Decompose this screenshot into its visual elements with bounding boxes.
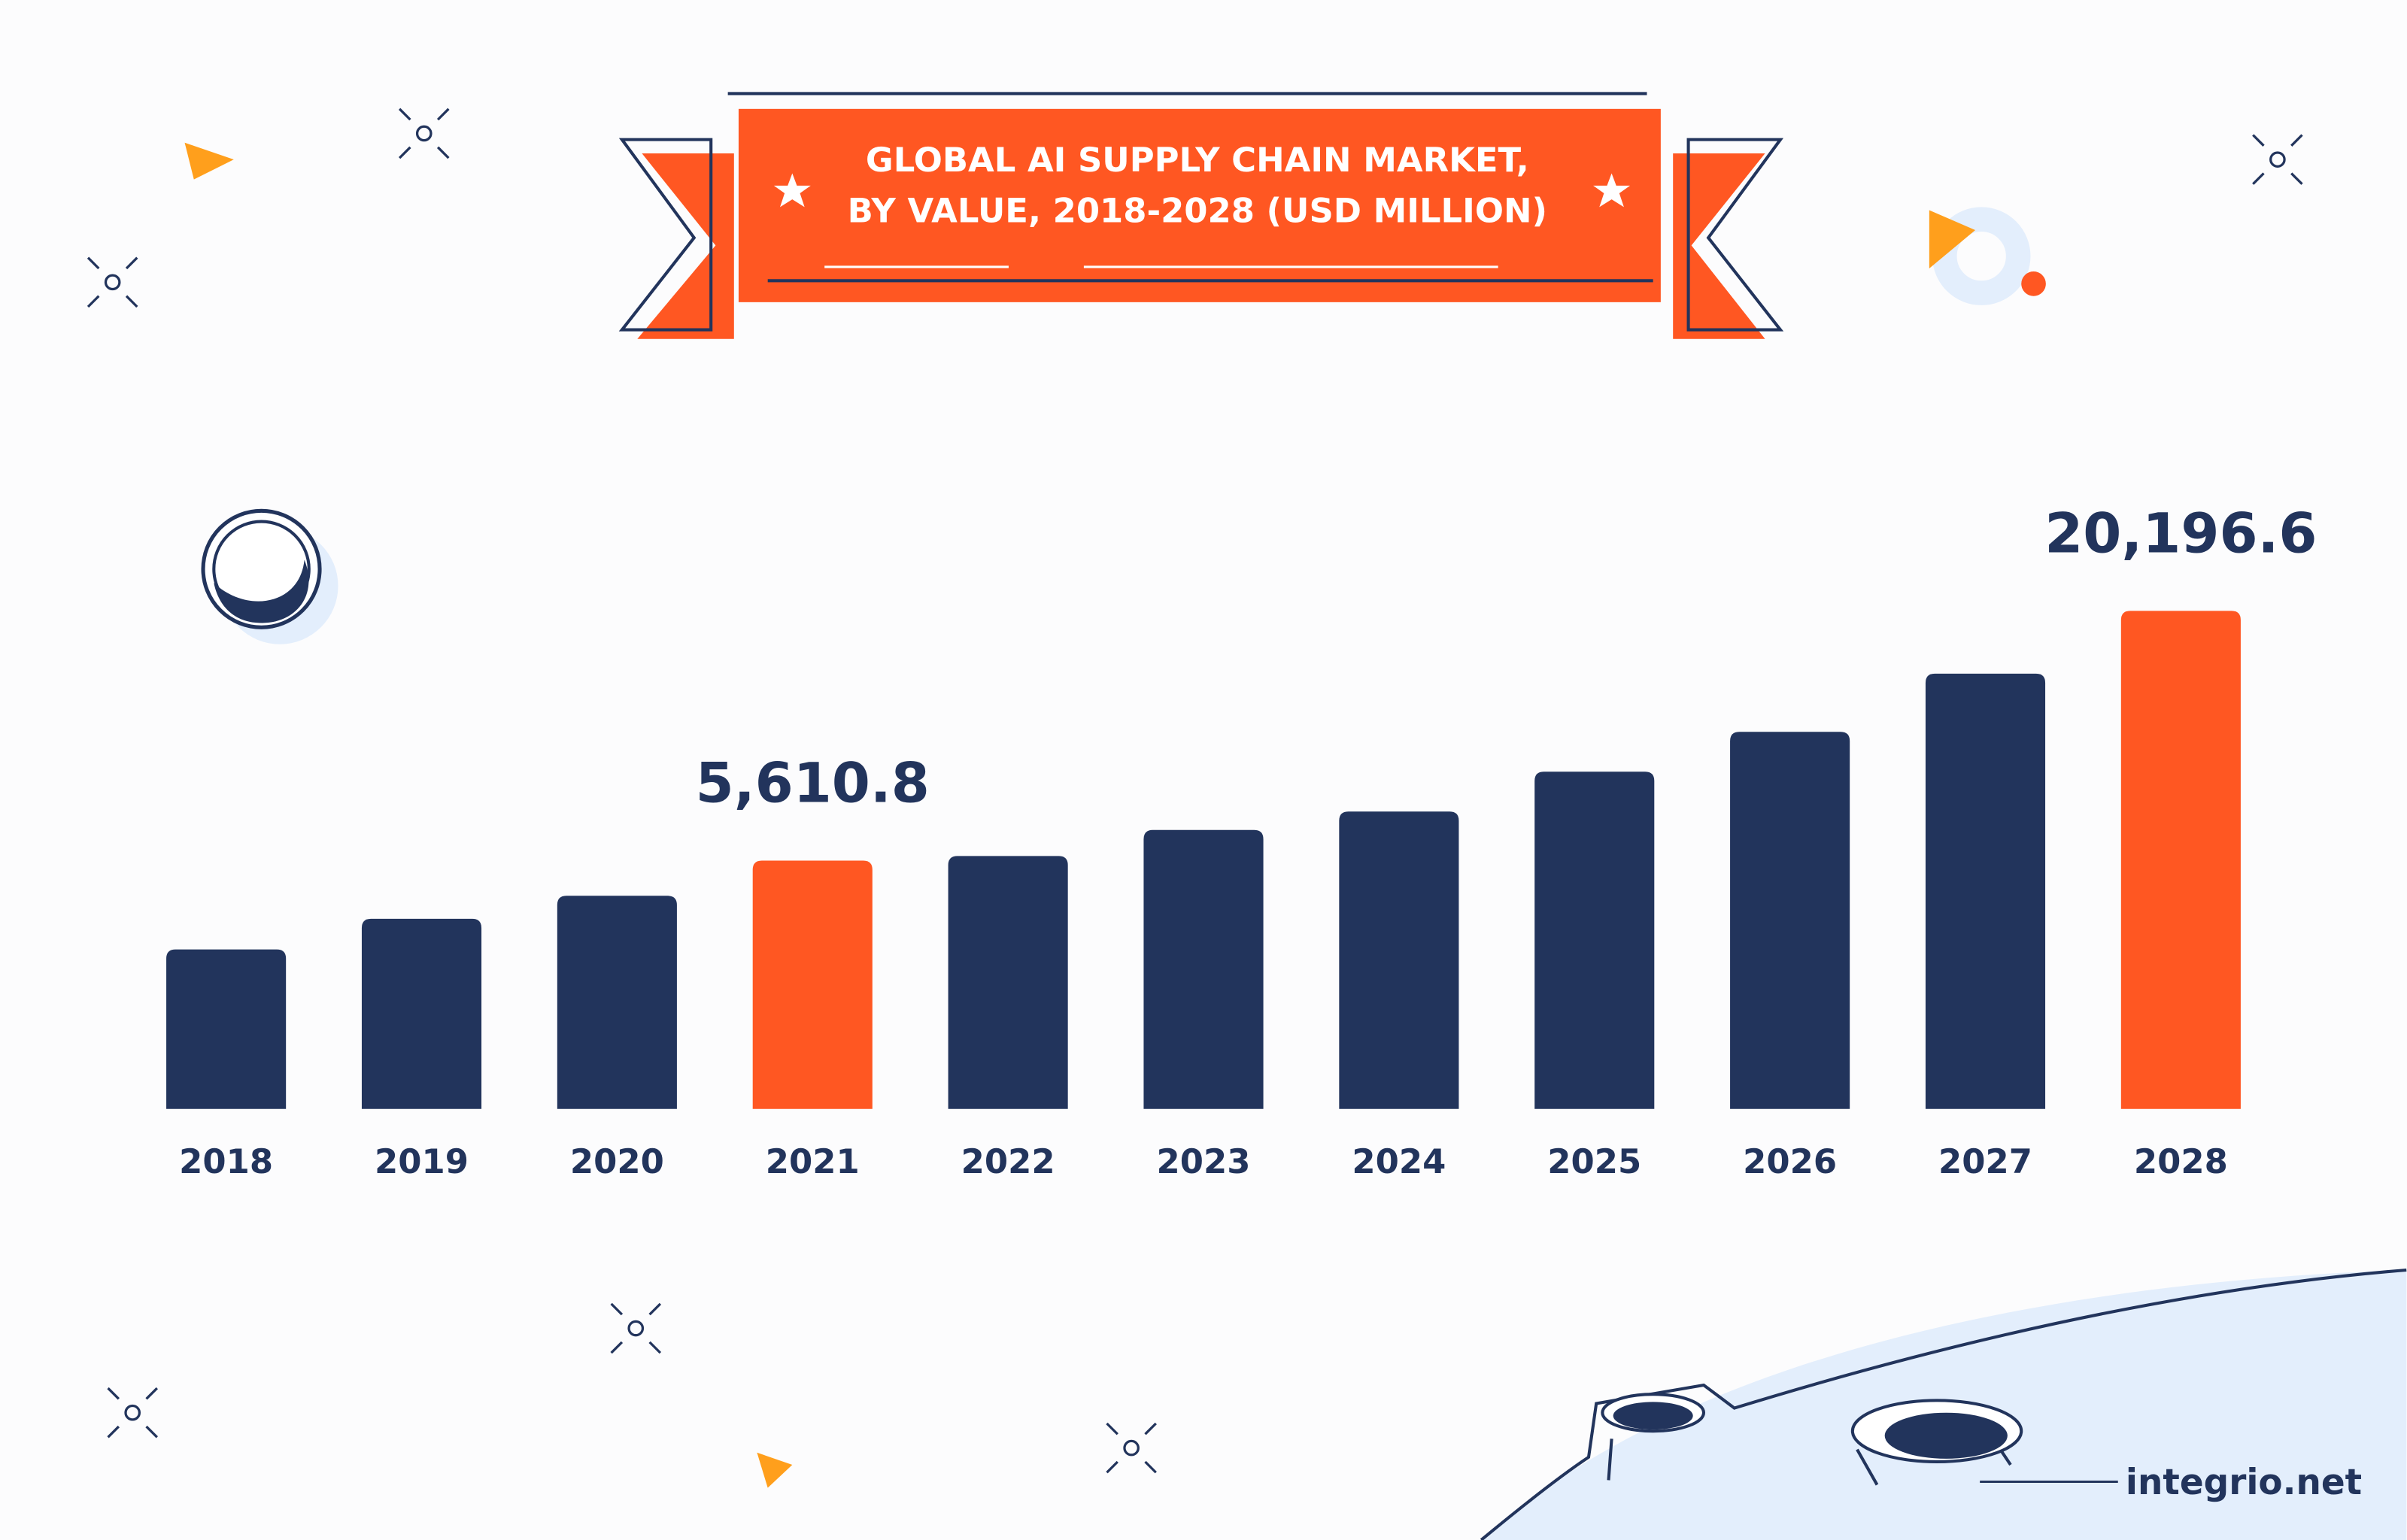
value-label: 5,610.8	[696, 752, 930, 816]
bar	[1534, 772, 1655, 1109]
x-tick-label: 2027	[1938, 1141, 2032, 1181]
x-tick-label: 2025	[1547, 1141, 1641, 1181]
bar	[361, 918, 482, 1109]
bar	[1143, 829, 1264, 1109]
x-tick-label: 2021	[766, 1141, 860, 1181]
bar	[752, 860, 873, 1109]
value-label: 20,196.6	[2044, 502, 2317, 565]
x-tick-label: 2018	[179, 1141, 273, 1181]
bar	[948, 856, 1068, 1109]
title-banner: GLOBAL AI SUPPLY CHAIN MARKET, BY VALUE,…	[618, 92, 1784, 339]
x-tick-label: 2026	[1743, 1141, 1837, 1181]
bar	[166, 949, 287, 1109]
chart-title: GLOBAL AI SUPPLY CHAIN MARKET,	[866, 140, 1529, 180]
bar	[1730, 732, 1850, 1109]
bar	[1339, 811, 1459, 1109]
decorations	[87, 108, 2407, 1540]
x-tick-label: 2019	[375, 1141, 469, 1181]
x-tick-label: 2022	[961, 1141, 1055, 1181]
bar	[2120, 611, 2241, 1109]
x-tick-label: 2020	[570, 1141, 664, 1181]
x-tick-label: 2028	[2134, 1141, 2228, 1181]
brand: integrio.net	[2126, 1462, 2362, 1503]
x-tick-label: 2023	[1157, 1141, 1251, 1181]
x-tick-label: 2024	[1352, 1141, 1446, 1181]
bar	[557, 896, 677, 1109]
chart-title: BY VALUE, 2018-2028 (USD MILLION)	[848, 191, 1547, 231]
bar	[1925, 673, 2046, 1109]
